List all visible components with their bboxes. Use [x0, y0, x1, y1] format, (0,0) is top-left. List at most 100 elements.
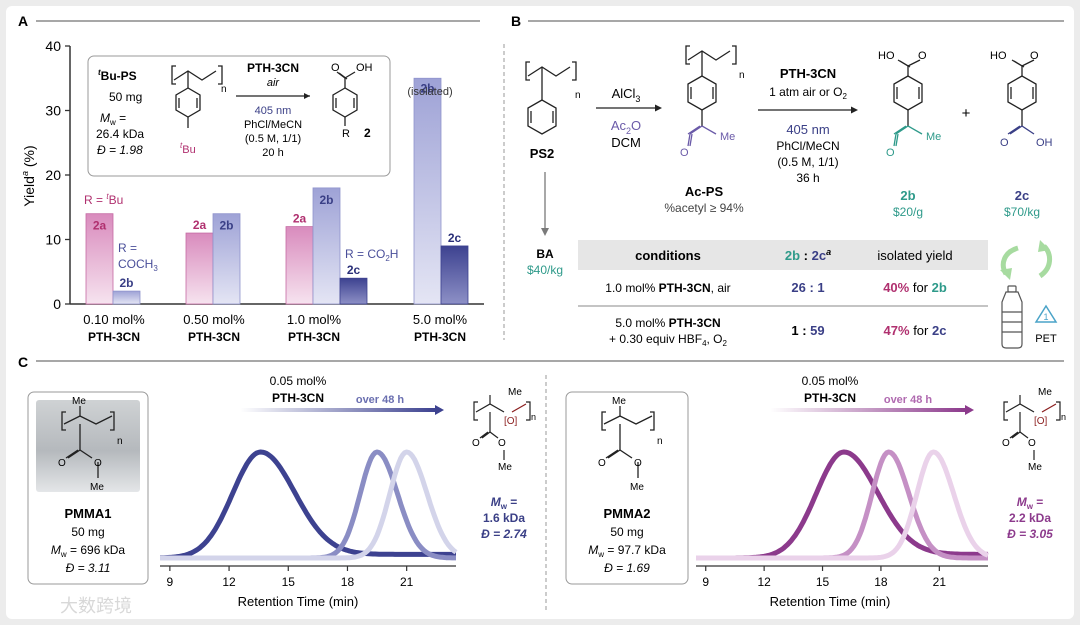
- gpc-x-tick-label: 21: [933, 575, 947, 589]
- x-category-sub: PTH-3CN: [188, 330, 240, 344]
- 2c-oh: OH: [1036, 137, 1053, 149]
- recycle-arrowhead-left: [1000, 268, 1012, 280]
- bar-2b: [413, 77, 442, 305]
- inset-product-num: 2: [364, 126, 371, 140]
- step2-light: 405 nm: [786, 122, 829, 137]
- pmma2-mw: Mw = 97.7 kDa: [588, 543, 666, 559]
- bar-label-2b: 2b: [420, 81, 434, 95]
- inset-product-structure: [332, 71, 358, 126]
- bar-label-2b: 2b: [119, 276, 133, 290]
- left-product-o1: O: [472, 438, 480, 449]
- right-arrow-label: over 48 h: [884, 394, 933, 406]
- acps-n: n: [739, 70, 745, 81]
- pmma2-label: PMMA2: [604, 506, 651, 521]
- gpc-trace: [159, 449, 457, 561]
- right-arrowhead: [965, 405, 974, 415]
- x-category-sub: PTH-3CN: [414, 330, 466, 344]
- pmma1-me-bottom: Me: [90, 482, 104, 493]
- 2b-label: 2b: [900, 188, 915, 203]
- table-row2-conditions-line2: + 0.30 equiv HBF4, O2: [609, 332, 728, 348]
- right-result-mw-label: Mw =: [1017, 495, 1044, 511]
- pmma1-o2: O: [94, 458, 102, 469]
- panel-c: C Me n O O Me PMMA1 50 mg Mw =: [18, 354, 1066, 610]
- pmma1-me-top: Me: [72, 396, 86, 407]
- plus-sign: +: [962, 105, 971, 122]
- gpc-x-tick-label: 18: [874, 575, 888, 589]
- inset-n: n: [221, 84, 227, 95]
- inset-product-r: R: [342, 128, 350, 140]
- annotation-r-tbu: R = tBu: [84, 192, 123, 207]
- x-category-label: 5.0 mol%: [413, 312, 468, 327]
- table-row1-conditions: 1.0 mol% PTH-3CN, air: [605, 281, 730, 295]
- left-result-disp: Đ = 2.74: [481, 527, 527, 541]
- 2b-me: Me: [926, 131, 941, 143]
- pmma1-photo: [36, 400, 140, 492]
- bar-2a: [85, 213, 114, 305]
- x-category-sub: PTH-3CN: [288, 330, 340, 344]
- y-tick-label: 30: [45, 103, 61, 119]
- left-product-me-bottom: Me: [498, 462, 512, 473]
- left-result-mw-label: Mw =: [491, 495, 518, 511]
- pmma1-mw: Mw = 696 kDa: [51, 543, 125, 559]
- table-header-yield: isolated yield: [877, 248, 952, 263]
- gpc-right-xlabel: Retention Time (min): [770, 594, 891, 609]
- bar-label-2a: 2a: [293, 212, 307, 226]
- gpc-x-tick-label: 12: [757, 575, 771, 589]
- pmma2-n: n: [657, 436, 663, 447]
- pmma2-o1: O: [598, 458, 606, 469]
- 2c-price: $70/kg: [1004, 205, 1040, 219]
- acps-structure: [685, 45, 737, 147]
- pmma2-me-top: Me: [612, 396, 626, 407]
- ps2-n: n: [575, 90, 581, 101]
- left-product-ox: [O]: [504, 416, 518, 427]
- bar-label-2c: 2c: [448, 231, 462, 245]
- inset-mw-value: 26.4 kDa: [96, 127, 144, 141]
- pmma1-mass: 50 mg: [71, 525, 104, 539]
- 2c-o-bottom: O: [1000, 137, 1009, 149]
- table-row2-conditions-line1: 5.0 mol% PTH-3CN: [615, 316, 720, 330]
- gpc-trace: [159, 449, 458, 561]
- right-product-structure: [1003, 395, 1061, 460]
- step2-reagent: PTH-3CN: [780, 66, 836, 81]
- panel-b: B n PS2 BA $40/kg AlCl3 Ac2O DCM: [511, 13, 1064, 349]
- left-gradient-arrow: [240, 408, 436, 412]
- right-product-me-bottom: Me: [1028, 462, 1042, 473]
- inset-polymer-structure: [171, 65, 223, 128]
- inset-conc: (0.5 M, 1/1): [245, 133, 301, 145]
- inset-mw-label: Mw =: [100, 111, 126, 127]
- ps2-down-arrowhead: [541, 228, 549, 236]
- right-result-mw: 2.2 kDa: [1009, 511, 1051, 525]
- inset-tbu-group: tBu: [180, 141, 196, 156]
- table-header-ratio: 2b : 2ca: [785, 247, 831, 263]
- bar-series: 2a 2b 2a 2b 2a 2b 2c 2b 2c: [85, 77, 469, 305]
- bar-label-2b: 2b: [219, 219, 233, 233]
- inset-reagent: PTH-3CN: [247, 61, 299, 75]
- pmma2-structure: [601, 406, 655, 478]
- gpc-x-tick-label: 15: [282, 575, 296, 589]
- table-row2-ratio: 1 : 59: [791, 323, 824, 338]
- bar-2b: [312, 187, 341, 305]
- x-categories: 0.10 mol% PTH-3CN 0.50 mol% PTH-3CN 1.0 mol%…: [83, 312, 467, 344]
- recycle-arrowhead-right: [1038, 240, 1050, 252]
- step2-solvent: PhCl/MeCN: [776, 139, 839, 153]
- ps2-structure: [525, 61, 577, 135]
- annotation-r-coch3-line2: COCH3: [118, 257, 158, 273]
- left-reagent: PTH-3CN: [272, 391, 324, 405]
- right-catalyst: 0.05 mol%: [802, 374, 859, 388]
- inset-time: 20 h: [262, 147, 283, 159]
- bar-2a: [285, 226, 314, 305]
- ba-label: BA: [536, 247, 554, 261]
- annotation-r-co2h: R = CO2H: [345, 247, 398, 263]
- gpc-left-xlabel: Retention Time (min): [238, 594, 359, 609]
- annotation-isolated: (isolated): [407, 86, 452, 98]
- table-header-conditions: conditions: [635, 248, 701, 263]
- gpc-x-tick-label: 18: [341, 575, 355, 589]
- panel-a-inset: tBu-PS 50 mg Mw = 26.4 kDa Đ = 1.98 n tB…: [87, 55, 391, 177]
- 2b-o: O: [918, 50, 927, 62]
- gpc-x-tick-label: 12: [222, 575, 236, 589]
- 2b-structure: [893, 59, 923, 147]
- step1-reagent2: Ac2O: [611, 118, 641, 136]
- inset-product-oh: OH: [356, 62, 373, 74]
- acps-label: Ac-PS: [685, 184, 724, 199]
